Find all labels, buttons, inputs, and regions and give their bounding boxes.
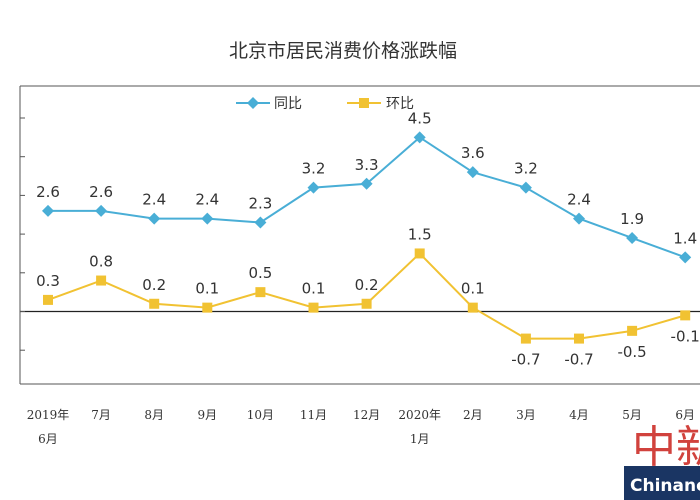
data-label-tongbi: 2.4 (195, 191, 219, 209)
series-line-huanbi (47, 252, 686, 340)
x-tick-label: 5月 (622, 408, 642, 422)
data-label-huanbi: 0.8 (89, 253, 113, 271)
data-label-huanbi: -0.7 (564, 351, 593, 369)
data-point-huanbi (467, 302, 478, 313)
data-label-huanbi: 0.1 (195, 280, 219, 298)
data-label-tongbi: 1.4 (673, 229, 697, 247)
data-label-tongbi: 3.2 (302, 160, 326, 178)
legend-marker-huanbi (359, 98, 369, 108)
data-label-tongbi: 2.4 (142, 191, 166, 209)
x-tick-label: 8月 (144, 408, 164, 422)
data-point-huanbi (96, 275, 107, 286)
data-point-tongbi (307, 181, 320, 194)
data-label-tongbi: 2.6 (89, 183, 113, 201)
data-point-tongbi (679, 251, 692, 264)
data-label-huanbi: 0.3 (36, 272, 60, 290)
watermark-en: Chinane (630, 476, 700, 496)
data-label-huanbi: -0.5 (617, 343, 646, 361)
x-tick-label: 3月 (516, 408, 536, 422)
legend: 同比 环比 (236, 96, 414, 112)
data-point-tongbi (573, 212, 585, 225)
x-tick-label: 9月 (197, 408, 217, 422)
data-point-tongbi (466, 166, 479, 179)
data-point-huanbi (361, 298, 372, 309)
data-point-tongbi (95, 204, 108, 217)
x-tick-label: 10月 (247, 408, 274, 422)
data-label-tongbi: 1.9 (620, 210, 644, 228)
data-point-tongbi (42, 204, 54, 217)
x-tick-label: 6月 (675, 408, 695, 422)
data-label-tongbi: 3.3 (355, 156, 379, 174)
x-tick-label: 2020年 (398, 408, 441, 422)
data-label-tongbi: 2.3 (248, 194, 272, 212)
chart-title: 北京市居民消费价格涨跌幅 (229, 40, 457, 62)
data-label-huanbi: -0.1 (671, 327, 700, 345)
data-label-huanbi: 0.2 (355, 276, 379, 294)
x-tick-label: 4月 (569, 408, 589, 422)
data-point-tongbi (519, 181, 532, 194)
x-tick-label-line2: 1月 (410, 432, 430, 446)
data-label-tongbi: 2.6 (36, 183, 60, 201)
watermark-en-background (624, 466, 700, 500)
series-layer (42, 131, 692, 344)
data-point-huanbi (627, 325, 638, 336)
data-point-tongbi (201, 212, 214, 225)
x-tick-label: 7月 (91, 408, 111, 422)
x-tick-label: 11月 (300, 408, 327, 422)
data-label-huanbi: 1.5 (408, 225, 432, 243)
data-label-tongbi: 2.4 (567, 191, 591, 209)
data-label-tongbi: 3.2 (514, 160, 538, 178)
chinanews-watermark: 中新 Chinane (624, 422, 700, 500)
x-tick-label: 2019年 (27, 408, 70, 422)
data-label-huanbi: 0.1 (461, 280, 485, 298)
data-point-tongbi (413, 131, 426, 144)
data-point-huanbi (680, 310, 691, 321)
watermark-zh: 中新 (632, 422, 700, 473)
data-point-huanbi (308, 302, 319, 313)
legend-marker-tongbi (247, 97, 259, 109)
data-point-huanbi (574, 333, 584, 344)
data-point-huanbi (414, 248, 425, 259)
data-label-huanbi: 0.2 (142, 276, 166, 294)
data-point-tongbi (254, 216, 267, 229)
x-tick-label: 2月 (463, 408, 483, 422)
data-point-huanbi (43, 294, 53, 305)
data-point-tongbi (148, 212, 161, 225)
data-label-huanbi: -0.7 (511, 351, 540, 369)
x-tick-label: 12月 (353, 408, 380, 422)
data-point-huanbi (202, 302, 213, 313)
data-point-huanbi (255, 287, 266, 298)
data-point-huanbi (520, 333, 531, 344)
data-label-tongbi: 4.5 (408, 109, 432, 127)
legend-label-huanbi: 环比 (386, 96, 414, 112)
legend-label-tongbi: 同比 (274, 96, 302, 112)
axes (19, 85, 700, 385)
data-point-tongbi (626, 231, 639, 244)
data-point-huanbi (149, 298, 160, 309)
data-label-huanbi: 0.1 (302, 280, 326, 298)
data-label-huanbi: 0.5 (248, 264, 272, 282)
data-label-tongbi: 3.6 (461, 144, 485, 162)
data-labels: 2.6 2.6 2.4 2.4 2.3 3.2 3.3 4.5 3.6 3.2 2.4 1.9 1.4 0… (36, 109, 700, 368)
x-axis-tick-labels: 2019年 6月 7月 8月 9月 10月 11月 12月 2020年 1月 2月 3月 4月 5月 6月 (27, 408, 695, 446)
data-point-tongbi (360, 177, 373, 190)
x-tick-label-line2: 6月 (38, 432, 58, 446)
